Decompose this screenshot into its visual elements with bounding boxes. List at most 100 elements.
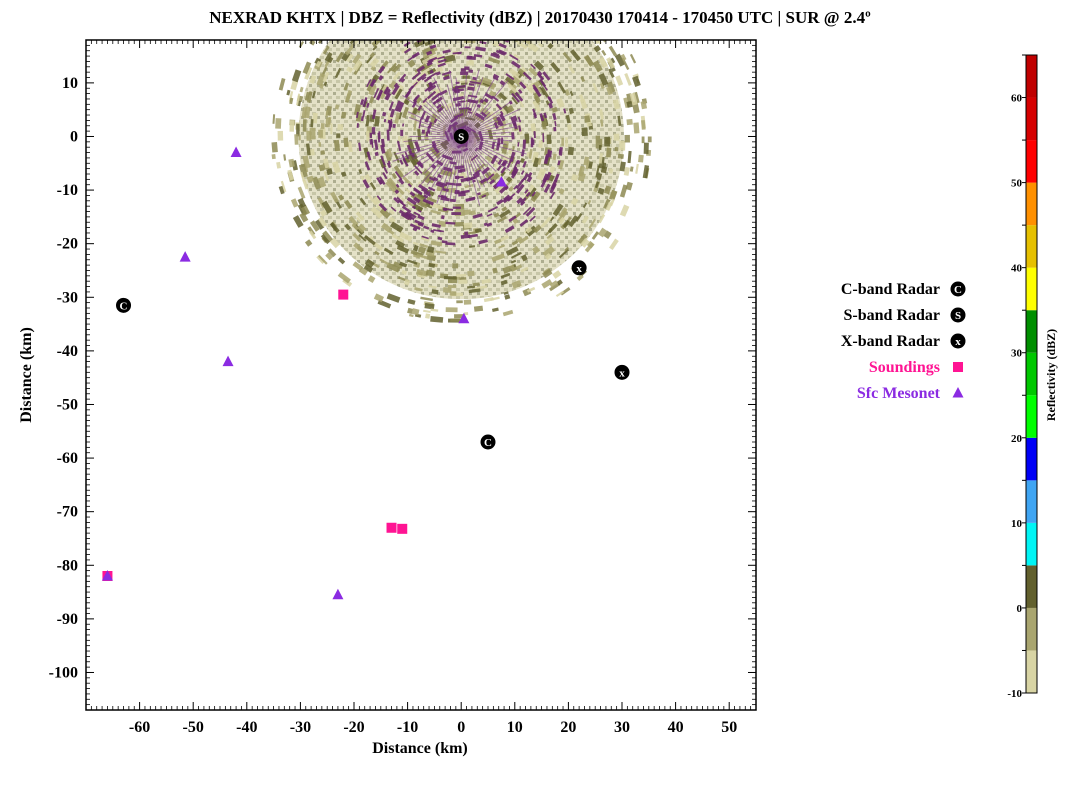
echo-cell <box>569 49 581 62</box>
echo-cell-low <box>437 58 447 64</box>
echo-cell-low <box>398 209 409 218</box>
echo-cell <box>606 147 612 158</box>
echo-cell-low <box>384 87 391 96</box>
echo-ray <box>460 80 509 137</box>
echo-cell <box>379 0 391 1</box>
echo-cell <box>318 164 325 172</box>
echo-cell <box>466 60 475 66</box>
echo-cell <box>606 28 615 38</box>
echo-cell-low <box>548 102 554 109</box>
echo-cell <box>368 84 377 96</box>
legend-label: C-band Radar <box>841 281 940 298</box>
echo-cell <box>518 235 529 244</box>
echo-cell <box>549 282 561 292</box>
legend-label: Soundings <box>869 359 940 376</box>
echo-cell <box>552 153 557 161</box>
echo-cell <box>445 27 457 31</box>
echo-cell <box>343 82 350 91</box>
echo-cell <box>510 264 523 272</box>
echo-cell-low <box>406 211 417 219</box>
legend-marker: S <box>950 307 966 323</box>
echo-cell <box>291 69 302 83</box>
echo-cell <box>546 233 553 240</box>
legend: C-band Radar C S-band Radar S X-band Radar x S… <box>841 281 966 402</box>
echo-cell <box>598 73 609 86</box>
echo-cell <box>431 289 439 295</box>
echo-cell <box>468 288 481 294</box>
marker-sfc-mesonet <box>101 570 113 581</box>
echo-cell <box>459 277 467 281</box>
echo-cell <box>403 99 410 106</box>
echo-cell <box>327 248 337 258</box>
echo-cell <box>528 1 534 6</box>
echo-cell-low <box>386 162 392 169</box>
echo-cell-low <box>378 131 381 140</box>
y-tick-label: -20 <box>57 236 78 253</box>
echo-cell-low <box>425 131 428 137</box>
echo-cell <box>519 100 525 108</box>
echo-cell-low <box>494 35 503 39</box>
echo-cell <box>591 231 600 240</box>
echo-cell <box>309 220 320 232</box>
echo-cell-low <box>517 89 523 94</box>
echo-ray <box>461 135 513 142</box>
echo-cell-low <box>428 80 438 88</box>
echo-cell <box>455 274 467 278</box>
colorbar-bin <box>1026 310 1037 353</box>
echo-cell <box>511 240 519 246</box>
echo-ray <box>460 136 494 183</box>
echo-cell <box>504 76 516 86</box>
echo-cell-low <box>537 70 543 77</box>
echo-ray <box>460 78 495 137</box>
echo-cell <box>280 180 287 193</box>
echo-cell-low <box>417 214 425 221</box>
marker-x-band-radar: x <box>614 364 630 380</box>
echo-cell <box>289 120 295 132</box>
echo-cell <box>352 59 363 72</box>
marker-glyph: C <box>484 437 492 449</box>
echo-cell <box>317 176 327 188</box>
echo-cell-low <box>435 30 439 33</box>
echo-cell-low <box>366 151 372 161</box>
echo-cell-low <box>508 215 517 223</box>
echo-cell <box>327 56 334 64</box>
echo-cell <box>472 0 482 4</box>
echo-cell <box>310 119 314 128</box>
echo-cell-low <box>531 191 536 197</box>
echo-cell-low <box>515 183 525 194</box>
echo-ray <box>449 136 462 202</box>
echo-cell <box>353 242 364 252</box>
echo-cell <box>363 264 374 273</box>
echo-cell <box>598 153 603 164</box>
echo-cell-low <box>513 170 518 177</box>
echo-cell <box>432 66 444 75</box>
echo-cell-low <box>358 142 362 152</box>
echo-cell <box>581 0 594 6</box>
marker-glyph: x <box>955 336 961 348</box>
echo-cell <box>526 286 536 293</box>
echo-cell <box>632 75 641 87</box>
echo-cell-low <box>406 196 417 206</box>
echo-cell <box>601 49 607 56</box>
x-tick-label: -60 <box>129 719 150 736</box>
echo-cell-low <box>496 165 502 171</box>
echo-cell <box>488 56 501 65</box>
echo-cell <box>297 197 307 209</box>
echo-cell-low <box>429 69 434 75</box>
legend-marker: C <box>950 281 966 297</box>
echo-cell <box>357 223 367 233</box>
echo-cell <box>470 210 477 216</box>
echo-cell <box>322 230 333 243</box>
legend-label: S-band Radar <box>844 307 940 324</box>
echo-cell-low <box>532 108 537 117</box>
echo-cell-low <box>413 196 421 204</box>
echo-cell-low <box>383 86 389 95</box>
echo-cell-low <box>545 171 552 181</box>
echo-cell <box>337 271 351 284</box>
echo-cell <box>416 253 428 260</box>
marker-c-band-radar: C <box>480 434 496 450</box>
y-tick-label: -50 <box>57 396 78 413</box>
echo-cell <box>567 146 575 156</box>
echo-cell <box>416 200 428 209</box>
echo-ray <box>419 136 462 186</box>
